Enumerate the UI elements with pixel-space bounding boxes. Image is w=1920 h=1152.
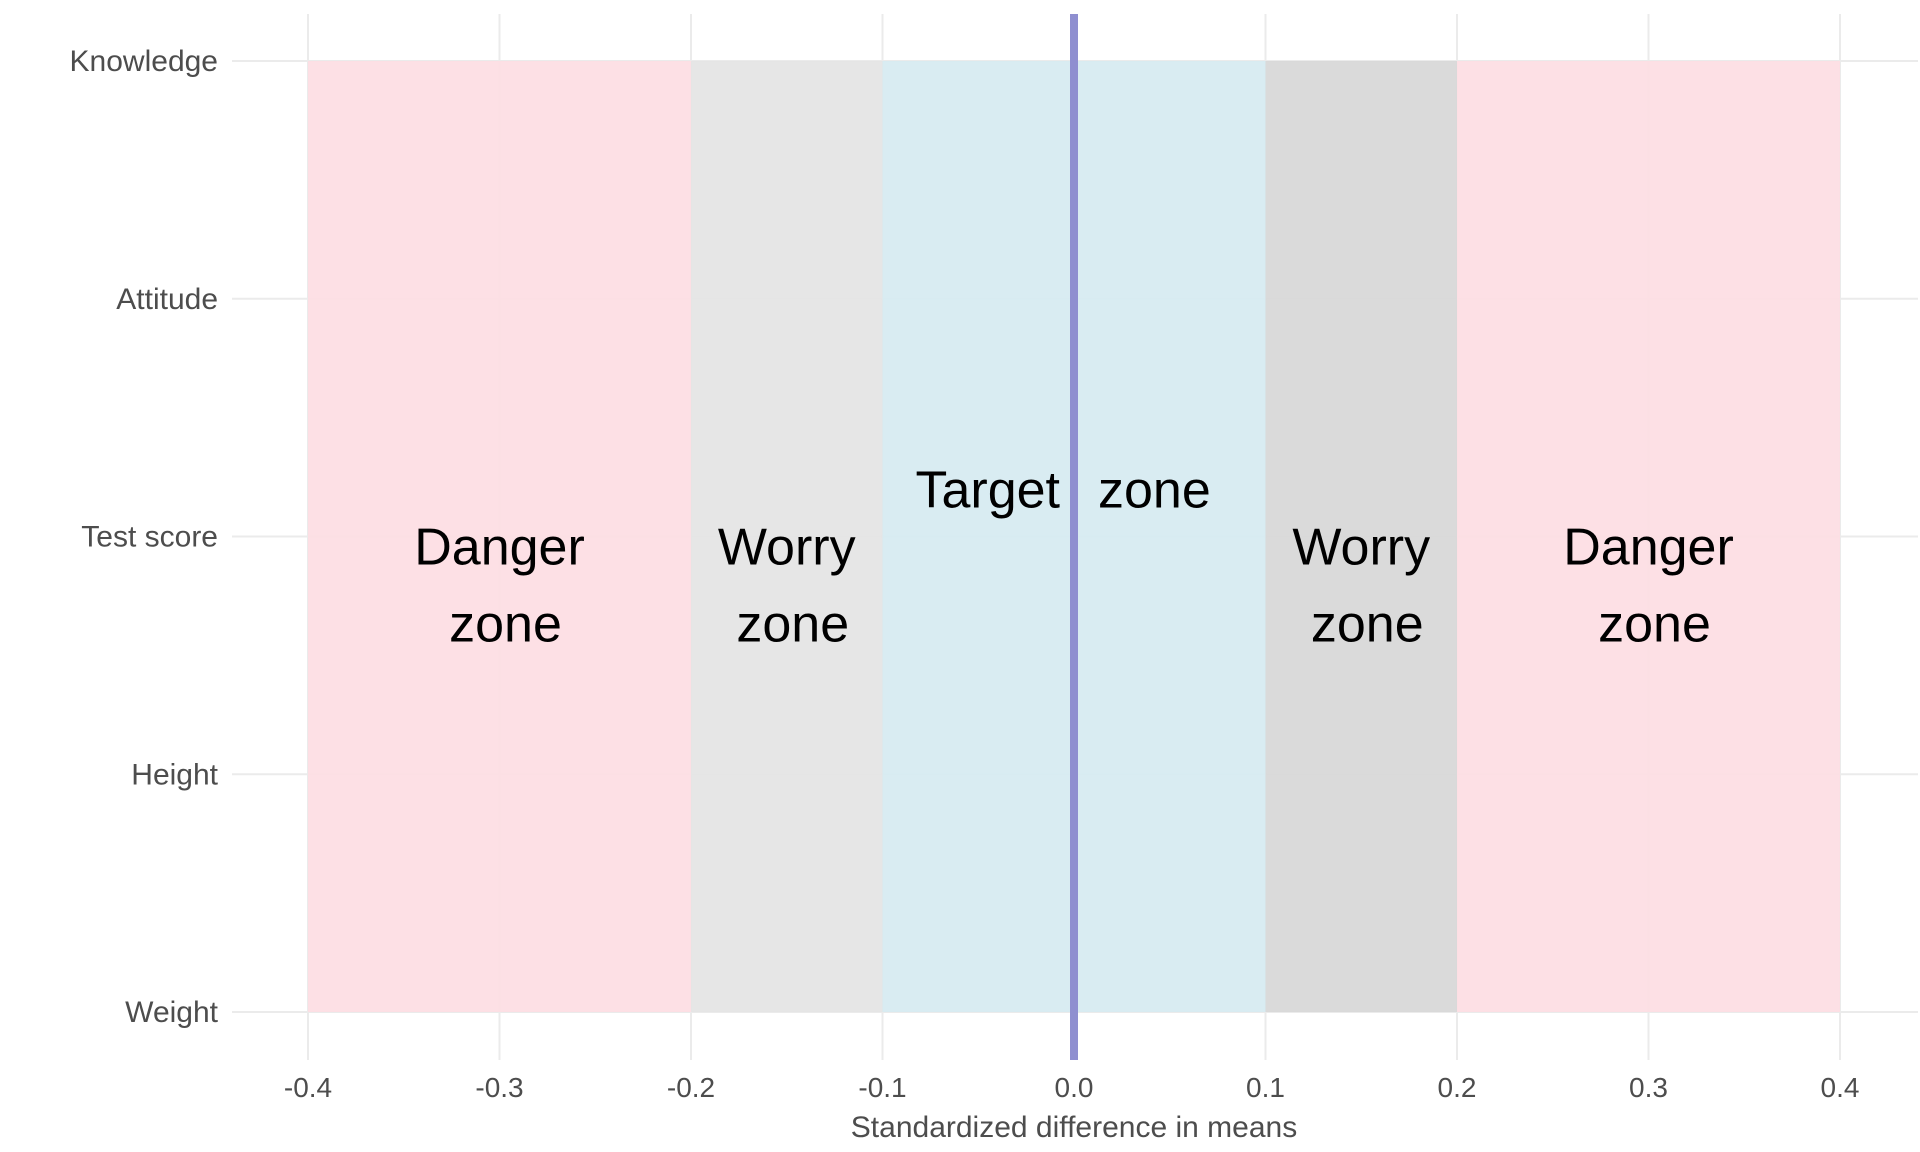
zone-label-1: Danger zone	[414, 519, 585, 654]
zone-label-5: Danger zone	[1563, 519, 1734, 654]
y-axis-labels: Knowledge Attitude Test score Height Weight	[70, 45, 219, 1029]
y-axis-label: Height	[131, 758, 218, 791]
zone-label-4: Worry zone	[1292, 519, 1430, 654]
zone-label-3-word-2: zone	[1098, 462, 1211, 520]
x-tick-label: 0.0	[1055, 1072, 1094, 1103]
x-tick-label: -0.2	[667, 1072, 715, 1103]
y-axis-label: Attitude	[116, 283, 218, 316]
x-tick-label: 0.2	[1438, 1072, 1477, 1103]
x-tick-label: -0.3	[475, 1072, 523, 1103]
zone-band-4	[1265, 61, 1457, 1012]
y-axis-label: Weight	[125, 996, 218, 1029]
zone-labels: Danger zone Worry zone Target zone Worry zone Da…	[414, 462, 1734, 654]
x-tick-label: 0.1	[1246, 1072, 1285, 1103]
x-axis-tick-labels: -0.4 -0.3 -0.2 -0.1 0.0 0.1 0.2 0.3 0.4	[284, 1072, 1860, 1103]
x-axis-title: Standardized difference in means	[851, 1111, 1297, 1144]
zone-band-1	[308, 61, 691, 1012]
x-tick-label: 0.4	[1821, 1072, 1860, 1103]
y-axis-label: Knowledge	[70, 45, 218, 78]
zone-band-5	[1457, 61, 1840, 1012]
zone-label-2: Worry zone	[718, 519, 856, 654]
y-axis-label: Test score	[81, 521, 218, 554]
x-tick-label: 0.3	[1629, 1072, 1668, 1103]
zone-band-2	[691, 61, 883, 1012]
x-tick-label: -0.4	[284, 1072, 332, 1103]
zone-label-3-word-1: Target	[915, 462, 1060, 520]
x-tick-label: -0.1	[858, 1072, 906, 1103]
